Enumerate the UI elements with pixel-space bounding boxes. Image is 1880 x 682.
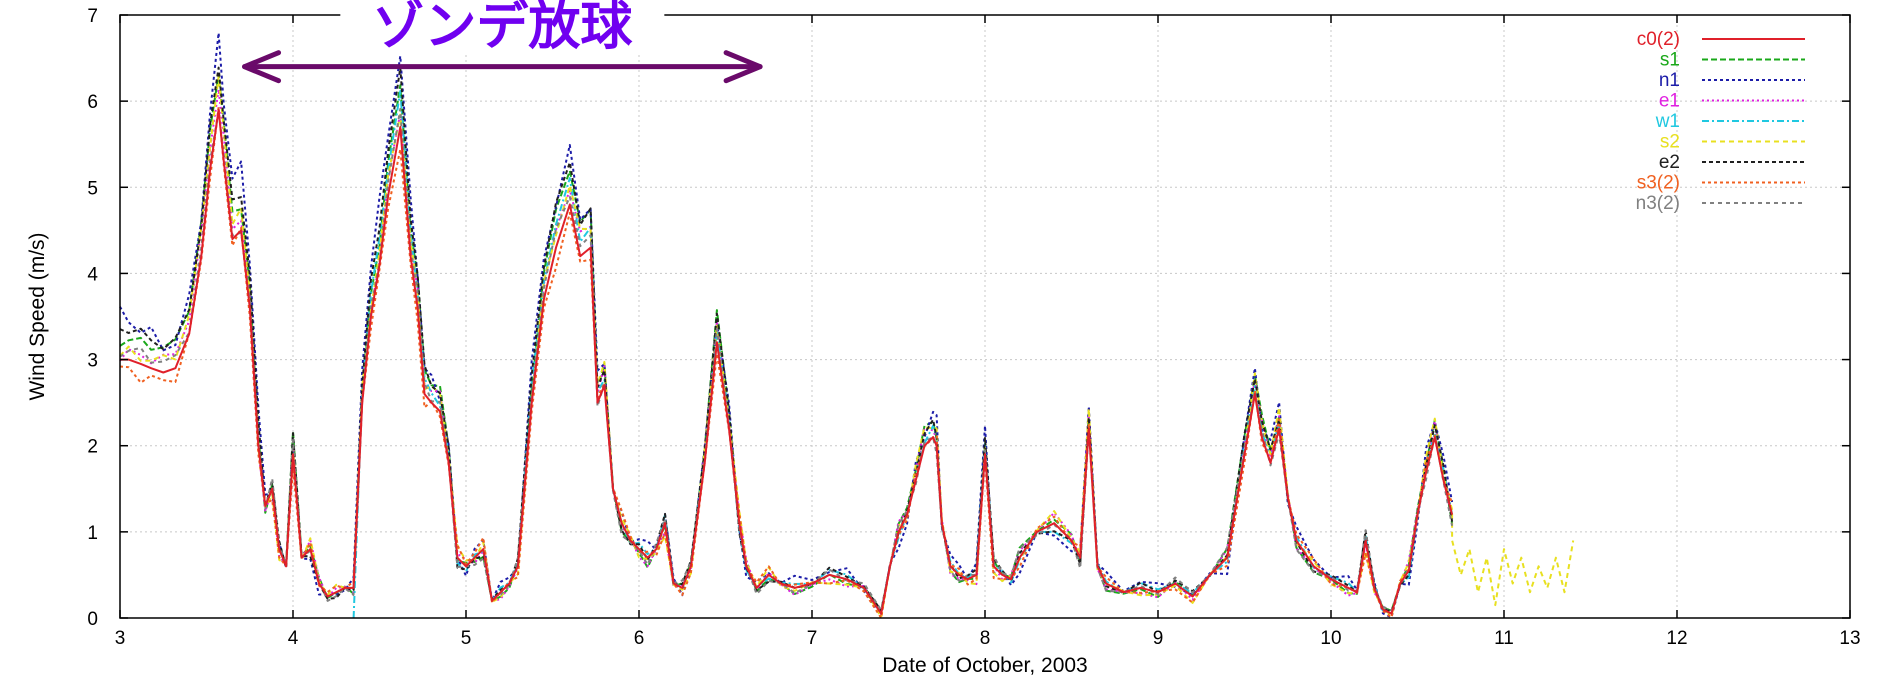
legend-label-e2: e2 <box>1659 152 1680 173</box>
legend-label-s2: s2 <box>1660 132 1680 153</box>
x-tick-label: 5 <box>461 628 472 649</box>
y-tick-label: 0 <box>87 609 98 630</box>
x-axis-label: Date of October, 2003 <box>882 654 1087 677</box>
y-tick-label: 3 <box>87 351 98 372</box>
x-tick-label: 13 <box>1839 628 1860 649</box>
legend-label-c0(2): c0(2) <box>1637 29 1680 50</box>
annotation-text: ゾンデ放球 <box>372 0 633 57</box>
x-tick-label: 3 <box>115 628 126 649</box>
legend-label-n3(2): n3(2) <box>1636 193 1680 214</box>
y-tick-label: 6 <box>87 92 98 113</box>
legend-label-s3(2): s3(2) <box>1637 173 1680 194</box>
y-tick-label: 7 <box>87 6 98 27</box>
y-tick-label: 4 <box>87 264 98 285</box>
legend-label-w1: w1 <box>1655 111 1680 132</box>
legend-label-e1: e1 <box>1659 91 1680 112</box>
y-tick-label: 2 <box>87 437 98 458</box>
x-tick-label: 4 <box>288 628 299 649</box>
x-tick-label: 6 <box>634 628 645 649</box>
x-tick-label: 12 <box>1666 628 1687 649</box>
y-tick-label: 1 <box>87 523 98 544</box>
x-tick-label: 10 <box>1320 628 1341 649</box>
x-tick-label: 11 <box>1494 628 1514 649</box>
x-tick-label: 8 <box>980 628 991 649</box>
legend-label-s1: s1 <box>1660 50 1680 71</box>
y-axis-label: Wind Speed (m/s) <box>26 232 49 400</box>
x-tick-label: 9 <box>1153 628 1164 649</box>
y-tick-label: 5 <box>87 178 98 199</box>
legend-label-n1: n1 <box>1659 70 1680 91</box>
x-tick-label: 7 <box>807 628 818 649</box>
